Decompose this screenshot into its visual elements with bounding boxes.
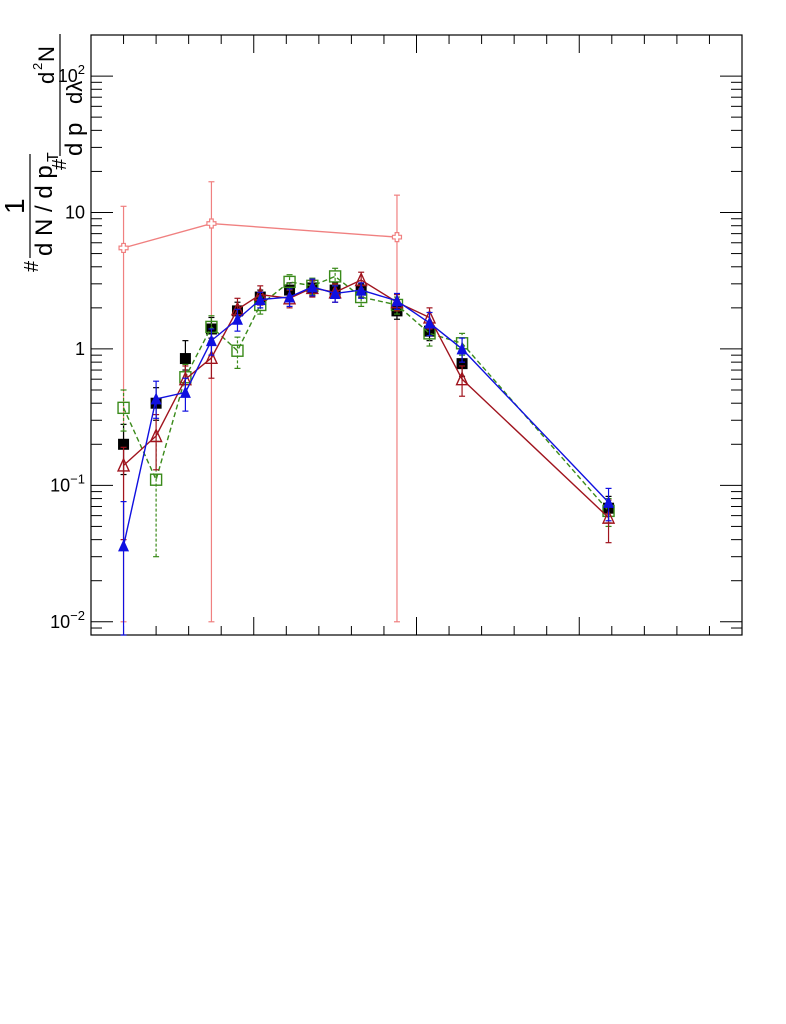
data-point — [118, 242, 129, 254]
data-point — [283, 275, 296, 289]
series-line — [122, 275, 610, 512]
data-point — [118, 438, 130, 450]
y-title-hash-left: # — [21, 260, 43, 272]
y-title-denominator-left: d N / d p — [31, 165, 58, 256]
series-2 — [117, 267, 615, 558]
data-point — [231, 312, 243, 325]
y-title-denominator-right-tail: dλ — [62, 81, 87, 104]
plot-frame — [90, 34, 743, 636]
data-point — [149, 473, 163, 486]
data-point — [231, 344, 244, 357]
series-line — [123, 279, 610, 519]
y-title-subscript: T — [45, 152, 62, 162]
y-title-denominator-right: d p — [61, 123, 88, 156]
data-point — [355, 283, 367, 296]
series-layer — [116, 181, 616, 636]
y-tick-label: 10−2 — [50, 608, 85, 632]
y-tick-label: 10 — [65, 202, 85, 222]
y-title-numerator-left: 1 — [0, 198, 30, 214]
data-point — [206, 218, 217, 229]
data-point — [118, 539, 130, 552]
data-point — [329, 286, 341, 299]
axis-ticks — [91, 34, 742, 636]
data-point — [205, 334, 217, 347]
data-point — [328, 270, 342, 283]
data-point — [603, 495, 615, 508]
series-line — [123, 222, 398, 249]
data-point — [424, 316, 436, 329]
data-point — [455, 371, 469, 386]
data-point — [391, 294, 403, 307]
y-tick-labels: 10−2 10−1 1 10 102 — [50, 62, 85, 632]
y-title-exponent-right: 2 — [30, 63, 45, 70]
data-point — [116, 457, 131, 472]
y-title-hash-mid: # — [49, 158, 71, 170]
y-axis-title: # d N / d p T 1 # d p dλ d 2 N — [0, 34, 88, 272]
y-tick-label: 1 — [75, 339, 85, 359]
series-1 — [118, 280, 615, 524]
y-title-numerator-right-tail: N — [34, 46, 59, 62]
series-3 — [116, 271, 616, 544]
y-tick-label: 102 — [58, 62, 85, 86]
data-point — [179, 385, 191, 398]
data-point — [117, 401, 130, 415]
data-point — [601, 509, 616, 524]
data-point — [456, 358, 468, 370]
data-point — [284, 290, 296, 303]
series-4 — [118, 278, 615, 636]
series-line — [122, 286, 610, 547]
y-title-numerator-right: d — [34, 72, 59, 84]
data-point — [150, 392, 162, 405]
data-point — [204, 349, 219, 365]
data-point — [306, 280, 318, 293]
data-point — [391, 232, 403, 243]
data-point — [254, 293, 266, 306]
data-point — [149, 427, 163, 443]
y-tick-label: 10−1 — [50, 471, 85, 495]
data-point — [179, 353, 191, 365]
data-point — [456, 342, 468, 355]
